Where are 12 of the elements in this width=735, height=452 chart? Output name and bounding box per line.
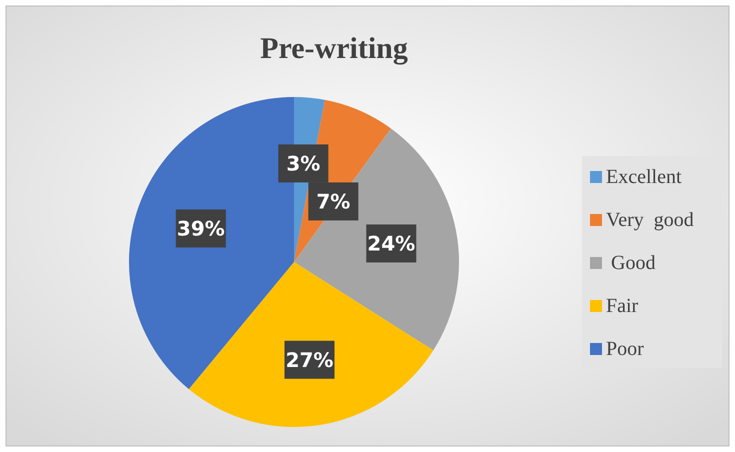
data-label: 3% — [286, 151, 320, 176]
legend-label: Excellent — [606, 166, 682, 188]
legend-label: Poor — [606, 338, 644, 360]
chart-title: Pre-writing — [260, 32, 408, 65]
pie-slice — [188, 262, 434, 427]
legend-label: Fair — [606, 295, 639, 317]
data-label: 27% — [286, 348, 334, 372]
legend-label: Very good — [606, 209, 694, 231]
data-label: 39% — [176, 216, 225, 240]
data-label: 7% — [316, 189, 350, 214]
data-label: 24% — [367, 231, 416, 256]
legend-label: Good — [606, 252, 656, 274]
